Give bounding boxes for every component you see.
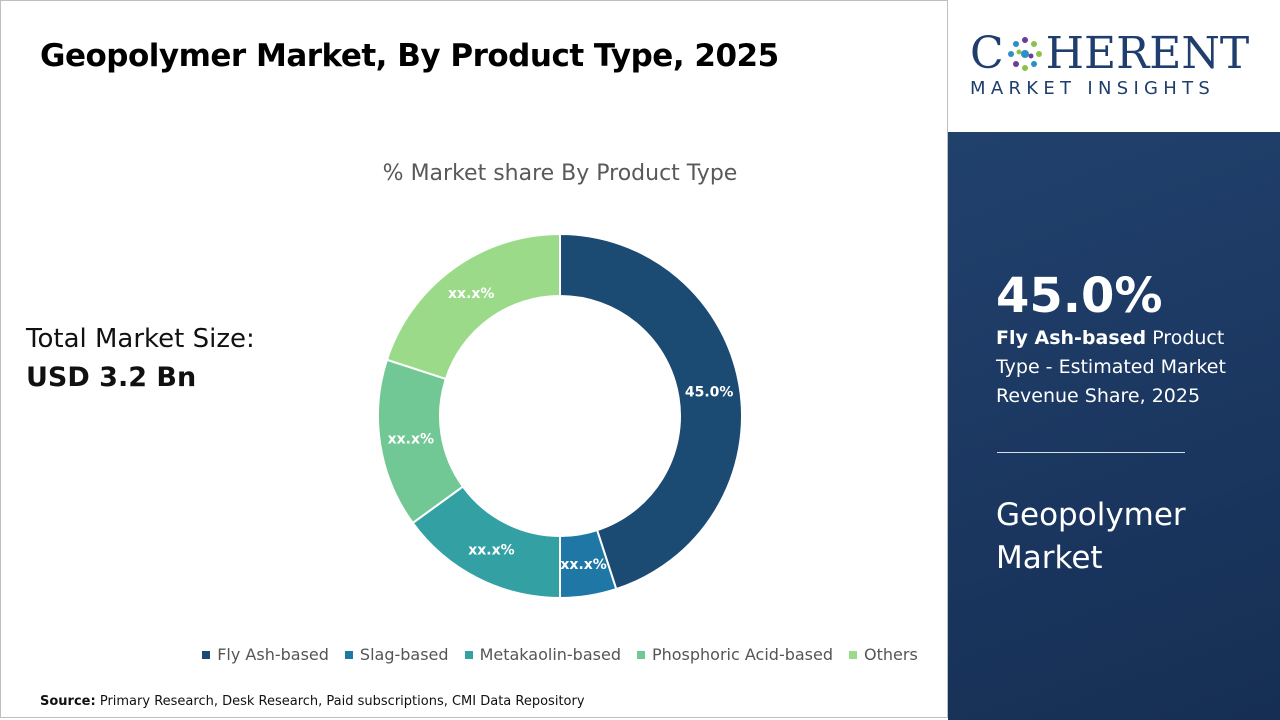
legend-item: Others [849, 645, 918, 664]
logo: C HERENT MARKET INSIGHTS [948, 0, 1280, 132]
legend-label: Metakaolin-based [479, 645, 621, 664]
logo-globe [1007, 36, 1042, 71]
data-label: xx.x% [388, 432, 434, 448]
sidebar: 45.0% Fly Ash-based Product Type - Estim… [948, 132, 1280, 720]
legend-label: Fly Ash-based [217, 645, 329, 664]
legend-item: Phosphoric Acid-based [636, 645, 834, 664]
donut-slice [385, 232, 561, 381]
logo-name-end: HERENT [1045, 28, 1250, 79]
legend-item: Slag-based [344, 645, 449, 664]
divider [997, 452, 1185, 453]
content-frame [0, 0, 948, 718]
legend-swatch [464, 650, 473, 659]
data-label: xx.x% [448, 286, 494, 302]
sidebar-description: Product Type - Estimated Market Revenue … [996, 327, 1226, 407]
market-size-label: Total Market Size: [26, 324, 255, 354]
logo-name-start: C [970, 28, 1004, 79]
chart-title: % Market share By Product Type [383, 161, 738, 186]
legend-label: Phosphoric Acid-based [651, 645, 834, 664]
legend: Fly Ash-based Slag-based Metakaolin-based P… [0, 645, 1120, 664]
logo-tagline: MARKET INSIGHTS [970, 78, 1216, 99]
legend-swatch [636, 650, 645, 659]
data-label: 45.0% [685, 384, 734, 400]
sidebar-segment: Fly Ash-based [996, 327, 1147, 349]
donut-slice [559, 232, 743, 591]
source-text: Primary Research, Desk Research, Paid su… [99, 694, 585, 709]
sidebar-market: Geopolymer Market [996, 497, 1186, 576]
legend-swatch [344, 650, 353, 659]
chart: % Market share By Product Type 45.0% xx.x… [377, 161, 743, 600]
source-label: Source: [40, 694, 96, 709]
legend-swatch [849, 650, 858, 659]
data-label: xx.x% [560, 557, 606, 573]
legend-label: Others [864, 645, 918, 664]
sidebar-description-block: Fly Ash-based Product Type - Estimated M… [996, 324, 1256, 411]
source: Source: Primary Research, Desk Research,… [40, 694, 585, 709]
legend-item: Fly Ash-based [202, 645, 329, 664]
sidebar-share: 45.0% [996, 268, 1163, 324]
legend-swatch [202, 650, 211, 659]
logo-name: C HERENT [970, 28, 1249, 79]
legend-item: Metakaolin-based [464, 645, 621, 664]
legend-label: Slag-based [359, 645, 449, 664]
page-title: Geopolymer Market, By Product Type, 2025 [40, 38, 779, 74]
market-size-value: USD 3.2 Bn [26, 362, 197, 393]
data-label: xx.x% [468, 543, 514, 559]
